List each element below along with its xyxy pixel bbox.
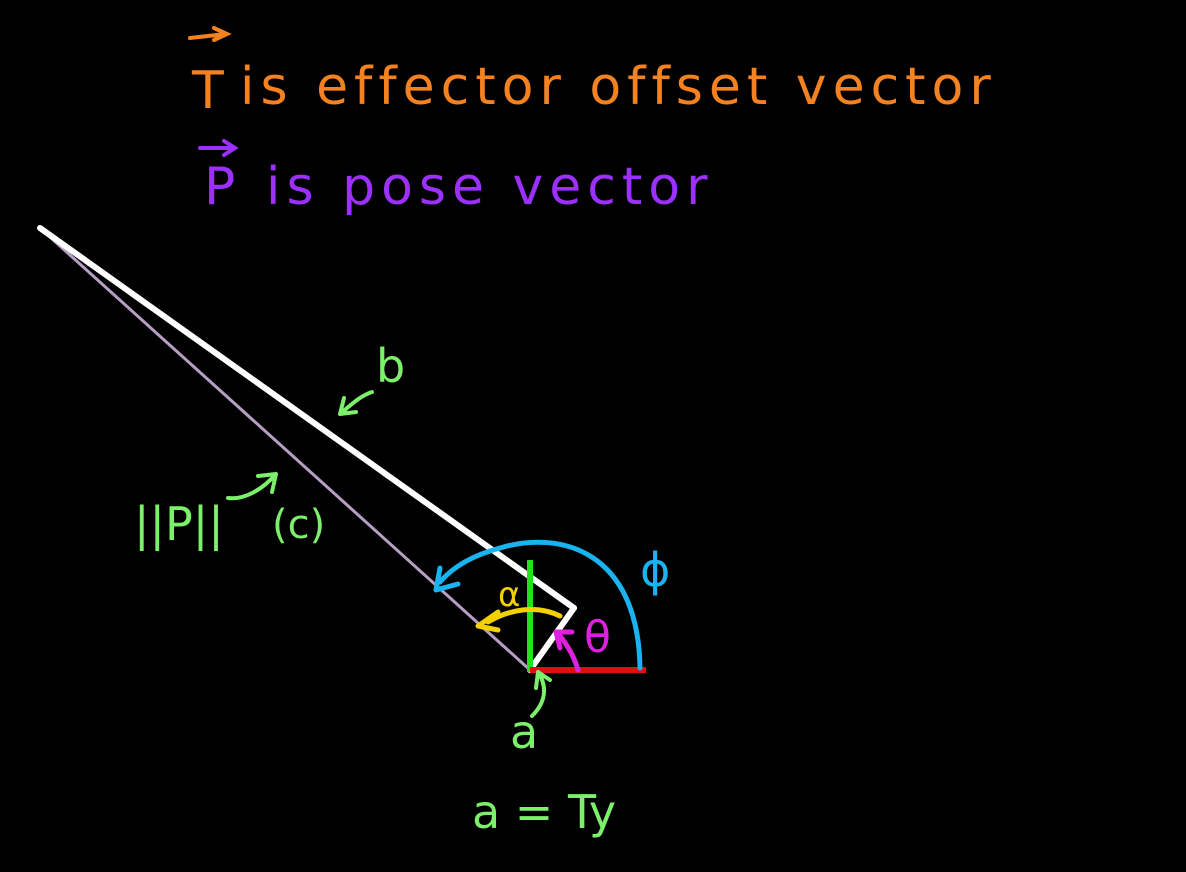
theta-label: θ [584,612,611,663]
phi-arc [437,539,643,671]
title-1-text: is effector offset vector [240,57,997,117]
vector-arrow-mark-p [198,139,239,157]
theta-arc [557,633,581,673]
title-1-symbol: T [191,61,230,121]
title-2-text: is pose vector [266,157,713,217]
equation-label: a = Ty [472,785,616,839]
alpha-label: α [498,575,520,615]
side-b-label: b [376,339,405,393]
side-c-label: (c) [272,502,325,548]
side-a-label: a [510,705,538,759]
side-a-line [527,605,577,673]
phi-arrowhead [433,565,461,593]
side-b-line [37,225,577,611]
title-2-symbol: P [204,157,241,217]
title-line-1: T is effector offset vector [188,26,997,121]
vector-arrow-mark-t [188,26,232,42]
p-norm-label: ||P|| [134,497,224,552]
alpha-arrowhead [475,609,501,633]
phi-label: ϕ [640,543,670,597]
theta-arrowhead [553,629,575,651]
side-a-pointer-arrow [530,670,552,718]
side-b-pointer-arrow [338,390,374,416]
side-c-line [38,226,532,672]
alpha-arc [485,607,563,625]
p-norm-pointer-arrow [226,472,278,501]
title-line-2: P is pose vector [198,139,713,217]
